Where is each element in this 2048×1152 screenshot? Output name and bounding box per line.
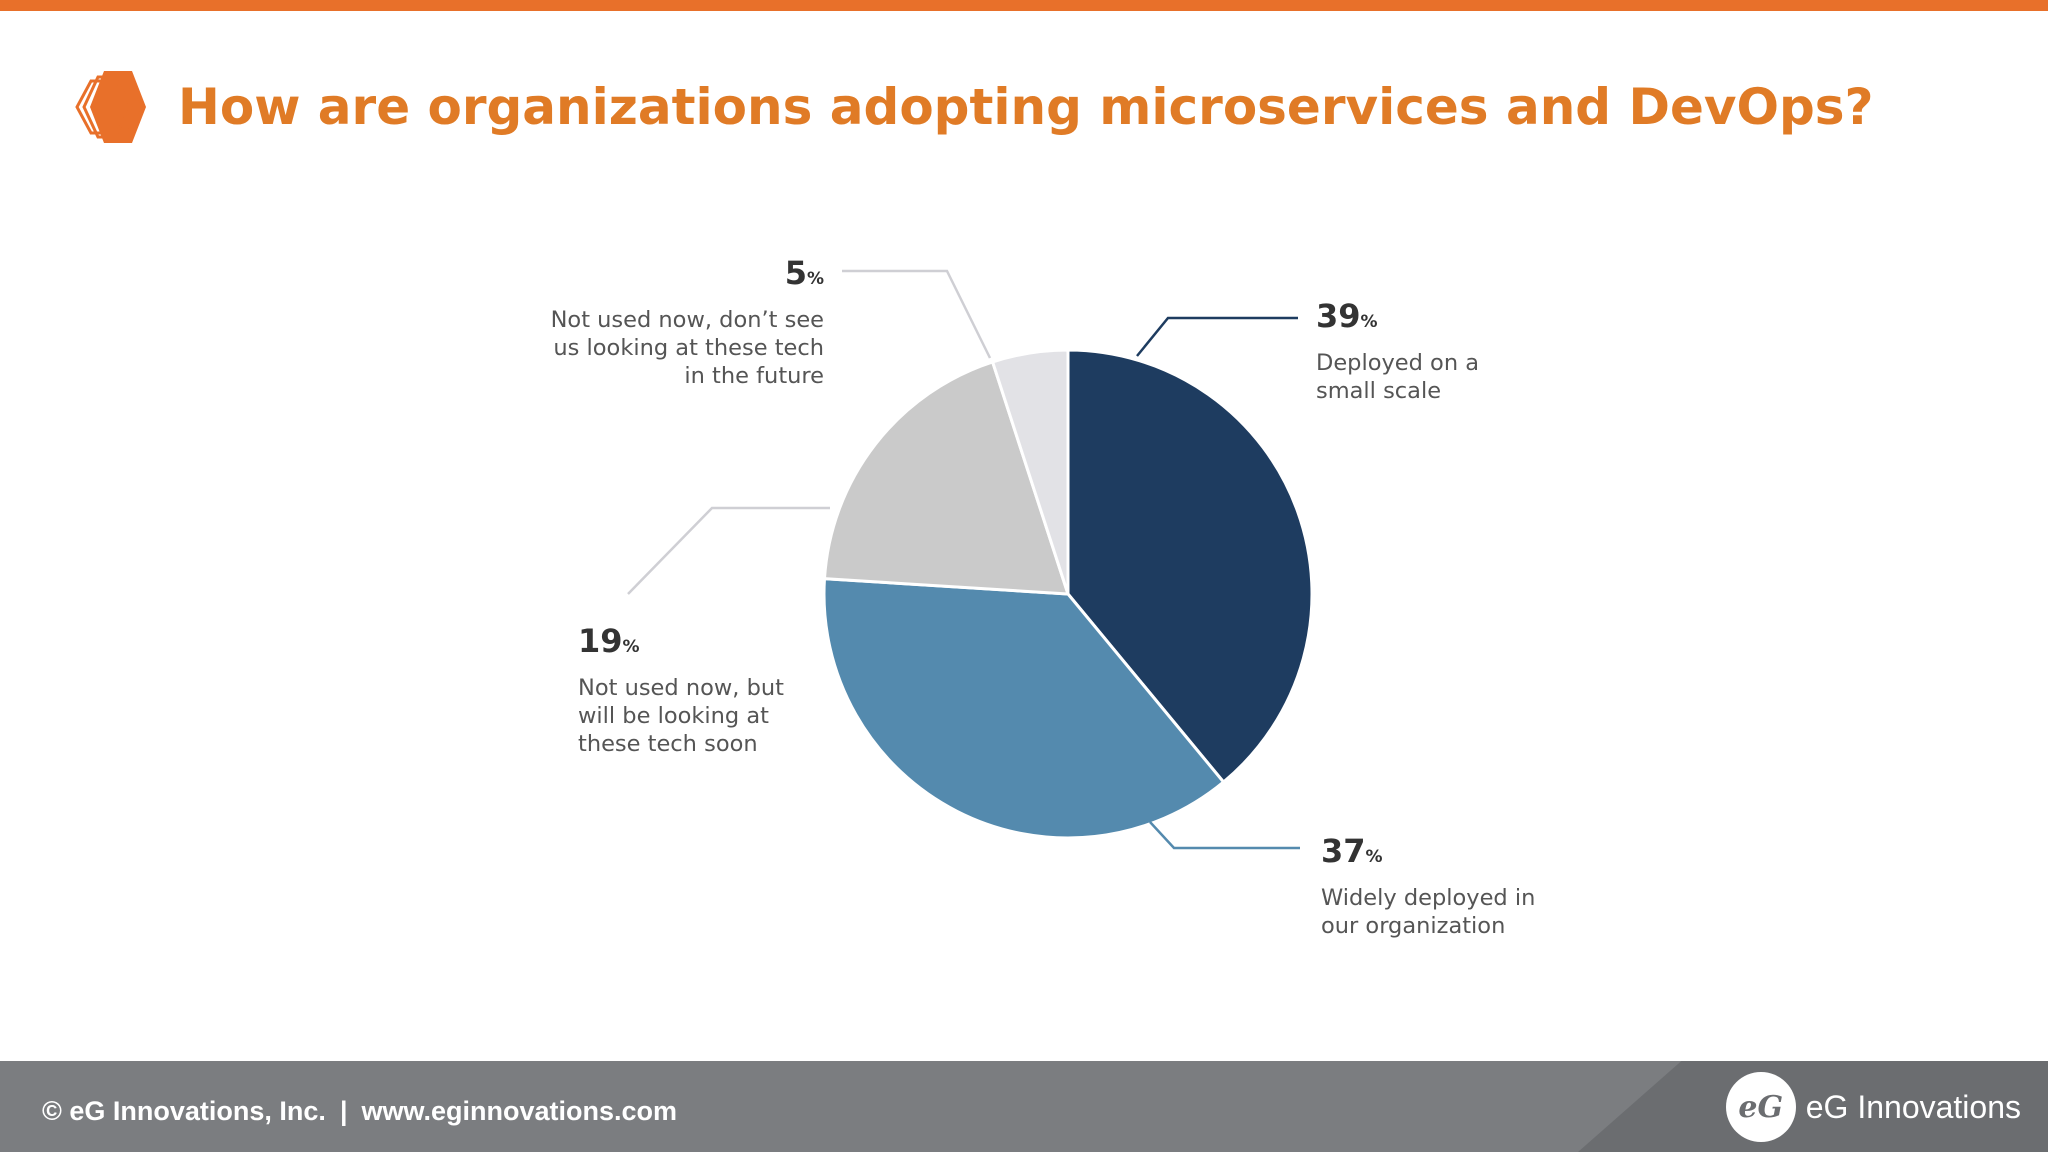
top-accent-bar [0, 0, 2048, 11]
slice-value-label-3: 5% [785, 254, 824, 292]
brand-logo: eG eG Innovations [1725, 1071, 2021, 1143]
brand-name: eG Innovations [1805, 1088, 2021, 1125]
leader-line-1 [1149, 821, 1300, 850]
website-link[interactable]: www.eginnovations.com [361, 1096, 678, 1126]
slice-category-label-0-line-1: small scale [1316, 378, 1441, 404]
slice-value-label-2: 19% [578, 622, 640, 660]
slice-category-label-2-line-0: Not used now, but [578, 675, 784, 701]
hexagon-logo-icon [75, 71, 146, 143]
leader-line-2 [627, 506, 830, 595]
slice-category-label-1-line-0: Widely deployed in [1321, 885, 1535, 911]
pie-slice-0 [1066, 348, 1314, 785]
leader-line-3 [842, 269, 992, 359]
slide-header: How are organizations adopting microserv… [70, 62, 1874, 152]
slice-category-label-3-line-0: Not used now, don’t see [551, 307, 824, 333]
brand-mark-text: eG [1738, 1089, 1784, 1125]
leader-line-0 [1136, 316, 1298, 357]
slice-category-label-3-line-1: us looking at these tech [553, 335, 824, 361]
slice-category-label-1-line-1: our organization [1321, 913, 1505, 939]
pie-slice-3 [990, 348, 1070, 595]
slice-category-label-2-line-1: will be looking at [578, 703, 769, 729]
footer-text: © eG Innovations, Inc. | www.eginnovations… [42, 1061, 677, 1152]
pie-slice-1 [822, 577, 1226, 840]
pie-slice-2 [822, 360, 1071, 596]
slice-category-label-3-line-2: in the future [684, 363, 824, 389]
footer-separator: | [339, 1096, 348, 1126]
slice-value-label-1: 37% [1321, 832, 1383, 870]
copyright-text: © eG Innovations, Inc. [42, 1096, 326, 1126]
slice-category-label-2-line-2: these tech soon [578, 731, 758, 757]
eg-logo-icon: eG [1725, 1072, 1796, 1142]
slice-category-label-0-line-0: Deployed on a [1316, 350, 1479, 376]
slice-value-label-0: 39% [1316, 297, 1378, 335]
page-title: How are organizations adopting microserv… [178, 78, 1874, 136]
footer: © eG Innovations, Inc. | www.eginnovations… [0, 1061, 2048, 1152]
